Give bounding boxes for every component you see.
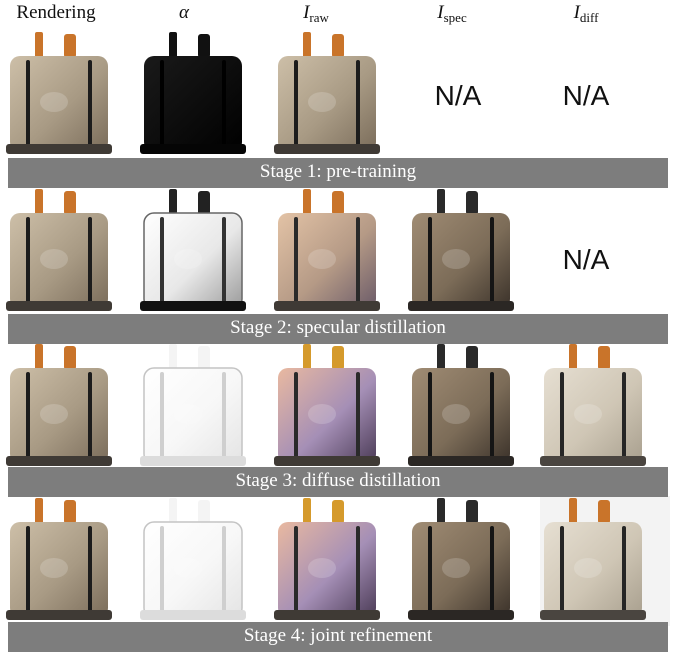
toaster-image: [6, 344, 112, 466]
toaster-image: [140, 344, 246, 466]
toaster-image: [274, 32, 380, 154]
toaster-image: [274, 344, 380, 466]
stage3-raw: [272, 342, 396, 472]
header-alpha-text: α: [179, 2, 189, 23]
toaster-image: [6, 498, 112, 620]
toaster-image: [408, 344, 514, 466]
toaster-image: [140, 189, 246, 311]
stage3-diff: [538, 342, 662, 472]
header-rendering: Rendering: [0, 2, 116, 28]
stage2-spec: [406, 187, 530, 317]
header-diff-sub: diff: [579, 10, 599, 25]
toaster-image: [274, 498, 380, 620]
stage4-raw: [272, 496, 396, 626]
toaster-image: [140, 32, 246, 154]
stage1-spec-na: N/A: [434, 80, 482, 111]
header-diff: Idiff: [526, 2, 646, 28]
stage2-alpha: [138, 187, 262, 317]
stage2-diff-na: N/A: [562, 244, 610, 275]
toaster-image: [274, 189, 380, 311]
stage1-alpha: [138, 30, 262, 160]
stage4-rendering: [4, 496, 128, 626]
header-spec-main: I: [437, 2, 444, 23]
header-spec-sub: spec: [443, 10, 467, 25]
stage1-band: Stage 1: pre-training: [8, 158, 668, 188]
header-raw-sub: raw: [309, 10, 329, 25]
stage4-band: Stage 4: joint refinement: [8, 622, 668, 652]
header-rendering-text: Rendering: [16, 2, 96, 23]
stage4-label: Stage 4: joint refinement: [243, 625, 433, 646]
stage3-label: Stage 3: diffuse distillation: [235, 470, 441, 491]
stage4-spec: [406, 496, 530, 626]
stage4-diff: [538, 496, 662, 626]
stage2-raw: [272, 187, 396, 317]
stage3-alpha: [138, 342, 262, 472]
toaster-image: [540, 498, 646, 620]
toaster-image: [540, 344, 646, 466]
toaster-image: [408, 189, 514, 311]
toaster-image: [6, 189, 112, 311]
stage2-band: Stage 2: specular distillation: [8, 314, 668, 344]
stage1-rendering: [4, 30, 128, 160]
stage4-alpha: [138, 496, 262, 626]
header-diff-main: I: [573, 2, 580, 23]
toaster-image: [6, 32, 112, 154]
header-raw: Iraw: [256, 2, 376, 28]
header-spec: Ispec: [392, 2, 512, 28]
stage3-rendering: [4, 342, 128, 472]
stage1-diff-na: N/A: [562, 80, 610, 111]
toaster-image: [140, 498, 246, 620]
header-alpha: α: [124, 2, 244, 28]
stage2-label: Stage 2: specular distillation: [230, 317, 446, 338]
stage1-label: Stage 1: pre-training: [259, 161, 417, 182]
stage3-band: Stage 3: diffuse distillation: [8, 467, 668, 497]
header-raw-main: I: [303, 2, 310, 23]
stage3-spec: [406, 342, 530, 472]
stage1-raw: [272, 30, 396, 160]
toaster-image: [408, 498, 514, 620]
stage2-rendering: [4, 187, 128, 317]
